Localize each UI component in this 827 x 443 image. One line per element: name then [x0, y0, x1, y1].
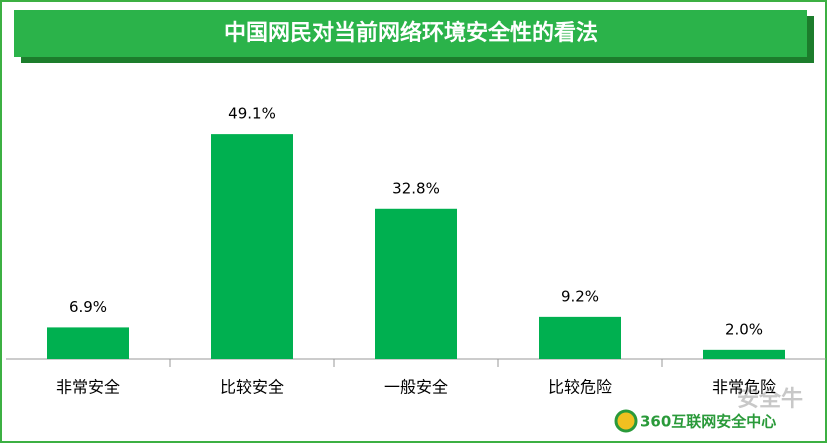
- bar: [703, 349, 785, 359]
- bar: [211, 134, 293, 359]
- bar: [539, 316, 621, 359]
- x-tick-label: 比较危险: [548, 378, 612, 397]
- x-tick-label: 比较安全: [220, 378, 284, 397]
- logo-icon: [614, 409, 638, 433]
- value-label: 32.8%: [392, 179, 440, 197]
- bar: [375, 208, 457, 359]
- chart-title: 中国网民对当前网络环境安全性的看法: [224, 20, 598, 46]
- value-label: 6.9%: [69, 298, 107, 316]
- value-label: 9.2%: [561, 287, 599, 305]
- bar: [47, 327, 129, 359]
- x-tick-label: 一般安全: [384, 378, 448, 397]
- x-tick-label: 非常危险: [712, 378, 776, 397]
- value-label: 49.1%: [228, 105, 276, 123]
- value-label: 2.0%: [725, 320, 763, 338]
- title-banner: [14, 10, 807, 57]
- x-tick-label: 非常安全: [56, 378, 120, 397]
- logo-text: 360互联网安全中心: [640, 413, 776, 431]
- watermark: 安全牛: [737, 386, 803, 412]
